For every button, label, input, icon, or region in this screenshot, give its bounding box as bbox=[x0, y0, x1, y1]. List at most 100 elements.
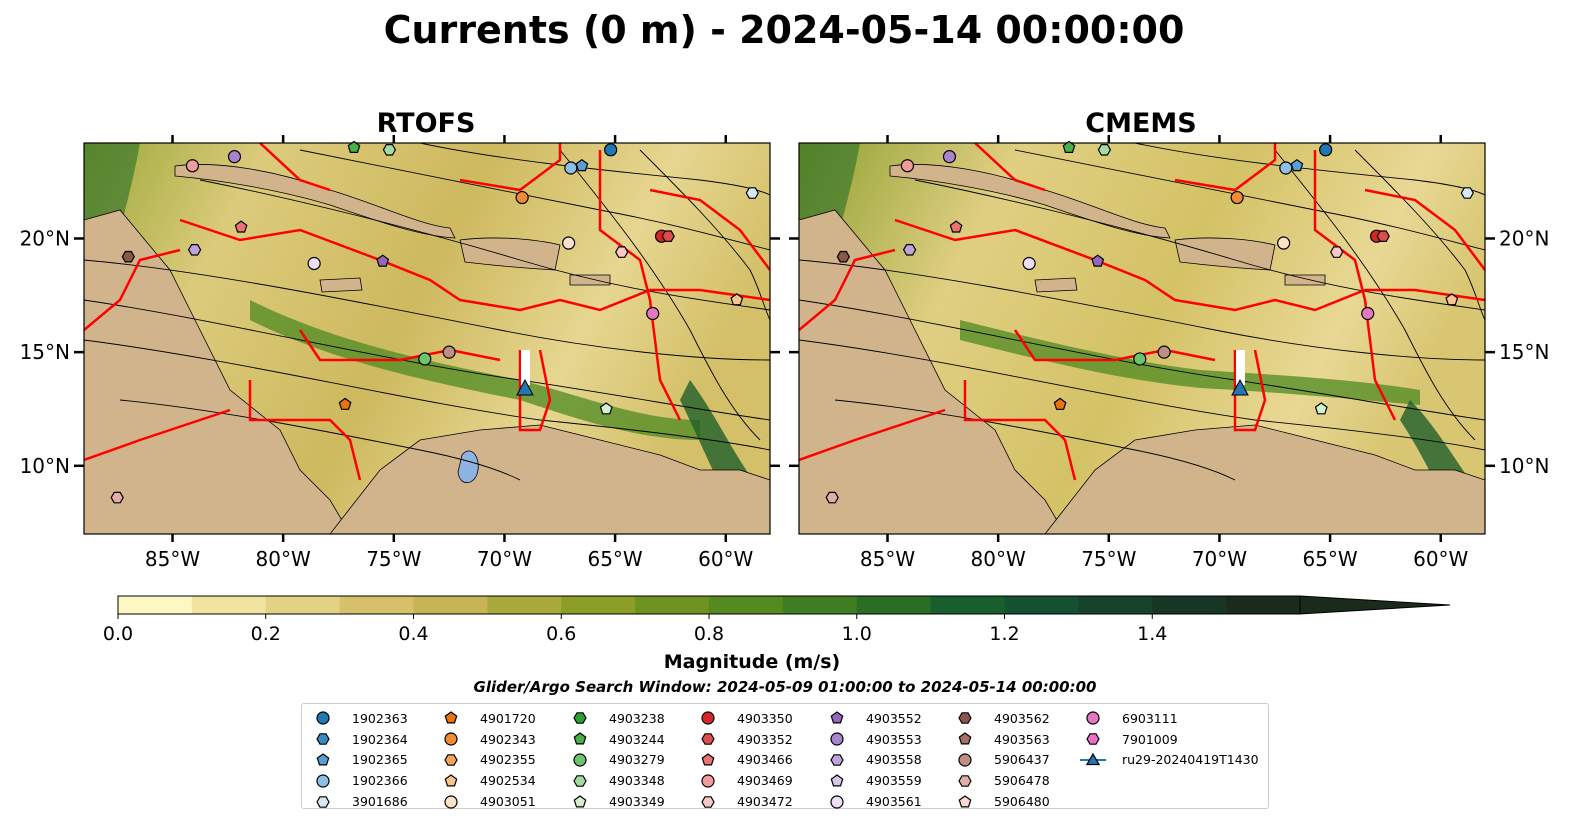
legend-marker-circle bbox=[444, 732, 458, 746]
legend-item: 7901009 bbox=[1080, 729, 1259, 750]
legend-marker bbox=[567, 752, 593, 768]
float-marker-4903553 bbox=[227, 150, 242, 164]
legend-marker-pentagon bbox=[573, 794, 587, 808]
float-marker-4903558 bbox=[902, 244, 917, 256]
legend-column: 4903552 4903553 4903558 4903559 4903561 bbox=[824, 708, 922, 812]
legend-marker bbox=[695, 794, 721, 810]
legend-item: 4903559 bbox=[824, 770, 922, 791]
legend-marker-hexagon bbox=[1086, 733, 1100, 745]
float-marker-4903472 bbox=[615, 246, 629, 258]
legend-marker-circle bbox=[1086, 711, 1100, 725]
y-tick-label: 15°N bbox=[1499, 340, 1549, 364]
colorbar-segment bbox=[1226, 596, 1301, 614]
float-marker-4902534 bbox=[1445, 293, 1459, 306]
panel-title-rtofs: RTOFS bbox=[377, 108, 476, 139]
legend-column: 4903350 4903352 4903466 4903469 4903472 bbox=[695, 708, 793, 812]
float-marker-4903558 bbox=[187, 244, 202, 256]
float-marker-4903552 bbox=[376, 254, 390, 267]
legend-marker bbox=[310, 773, 336, 789]
float-marker-3901686 bbox=[1460, 187, 1474, 199]
legend-label: 4903051 bbox=[480, 794, 536, 810]
legend-marker bbox=[438, 773, 464, 789]
legend-marker bbox=[567, 710, 593, 726]
colorbar: 0.0 0.2 0.4 0.6 0.8 1.0 1.2 1.4 bbox=[103, 595, 1451, 645]
float-marker-4903561 bbox=[1022, 256, 1036, 271]
legend-item: 4903563 bbox=[952, 729, 1050, 750]
land-cuba bbox=[174, 164, 456, 239]
legend-item: 5906478 bbox=[952, 770, 1050, 791]
legend-marker-circle bbox=[701, 774, 715, 788]
legend-item: 4903349 bbox=[567, 791, 665, 812]
legend-item: 4903348 bbox=[567, 770, 665, 791]
legend-marker bbox=[310, 752, 336, 768]
float-marker-4903279 bbox=[1133, 352, 1147, 366]
x-tick-label: 75°W bbox=[1081, 547, 1136, 571]
panel-title-cmems: CMEMS bbox=[1085, 108, 1196, 139]
legend-marker bbox=[310, 794, 336, 810]
legend-marker-circle bbox=[316, 711, 330, 725]
legend-marker-pentagon bbox=[444, 774, 458, 787]
land-central-america bbox=[799, 209, 1066, 534]
legend-marker-hexagon bbox=[444, 754, 458, 766]
colorbar-tick-label: 0.4 bbox=[398, 623, 428, 645]
legend-item: 4903472 bbox=[695, 791, 793, 812]
legend-label: 4902343 bbox=[480, 731, 536, 747]
legend-marker-circle bbox=[316, 774, 330, 788]
legend-marker bbox=[952, 710, 978, 726]
colorbar-segment bbox=[487, 596, 562, 614]
legend-label: 4903349 bbox=[609, 794, 665, 810]
map-frame bbox=[83, 142, 771, 535]
legend-marker bbox=[952, 794, 978, 810]
legend-label: 4903348 bbox=[609, 773, 665, 789]
legend-label: 7901009 bbox=[1122, 731, 1178, 747]
float-marker-4903472 bbox=[1330, 246, 1344, 258]
colorbar-segment bbox=[1078, 596, 1153, 614]
x-tick-label: 65°W bbox=[1302, 547, 1357, 571]
legend-marker bbox=[824, 752, 850, 768]
land-south-america bbox=[1044, 424, 1485, 534]
legend-marker-hexagon bbox=[573, 774, 587, 787]
legend-item: 4903469 bbox=[695, 770, 793, 791]
streamlines bbox=[84, 143, 770, 481]
legend-item: 1902365 bbox=[310, 750, 408, 771]
float-marker-4903279 bbox=[418, 352, 432, 366]
glider-marker bbox=[516, 378, 534, 396]
legend-item: 4901720 bbox=[438, 708, 536, 729]
legend-label: 4903561 bbox=[866, 794, 922, 810]
land-puerto-rico bbox=[569, 274, 611, 286]
x-tick-label: 85°W bbox=[860, 547, 915, 571]
legend-column: 4901720 4902343 4902355 4902534 4903051 bbox=[438, 708, 536, 812]
float-marker-4903466 bbox=[949, 220, 963, 233]
legend-label: 1902365 bbox=[352, 752, 408, 768]
legend-marker-hexagon bbox=[701, 733, 715, 745]
legend-label: ru29-20240419T1430 bbox=[1122, 752, 1259, 768]
float-marker-4901720 bbox=[1053, 397, 1067, 410]
legend-item: 4903552 bbox=[824, 708, 922, 729]
legend-item: 4903553 bbox=[824, 729, 922, 750]
legend-marker bbox=[824, 794, 850, 810]
float-marker-4903349 bbox=[1314, 402, 1328, 415]
legend-marker-pentagon bbox=[958, 794, 972, 808]
y-tick-label: 20°N bbox=[1499, 226, 1549, 250]
legend-label: 4903553 bbox=[866, 731, 922, 747]
legend-marker bbox=[310, 731, 336, 747]
colorbar-tick-label: 1.0 bbox=[842, 623, 872, 645]
legend-marker bbox=[695, 752, 721, 768]
legend-marker bbox=[695, 773, 721, 789]
colorbar-tick-label: 0.2 bbox=[251, 623, 281, 645]
legend-item: 4903561 bbox=[824, 791, 922, 812]
legend-label: 4903558 bbox=[866, 752, 922, 768]
legend-label: 4903466 bbox=[737, 752, 793, 768]
legend-marker-hexagon bbox=[958, 774, 972, 787]
legend-label: 1902366 bbox=[352, 773, 408, 789]
legend-item: ru29-20240419T1430 bbox=[1080, 750, 1259, 771]
colorbar-segment bbox=[782, 596, 858, 614]
legend-label: 5906478 bbox=[994, 773, 1050, 789]
legend-marker-pentagon bbox=[573, 732, 587, 745]
legend-marker bbox=[438, 731, 464, 747]
y-tick-label: 15°N bbox=[20, 340, 70, 364]
float-marker-4903051 bbox=[1277, 236, 1291, 250]
legend-label: 6903111 bbox=[1122, 710, 1178, 726]
land-central-america bbox=[84, 209, 351, 534]
legend-marker bbox=[695, 731, 721, 747]
